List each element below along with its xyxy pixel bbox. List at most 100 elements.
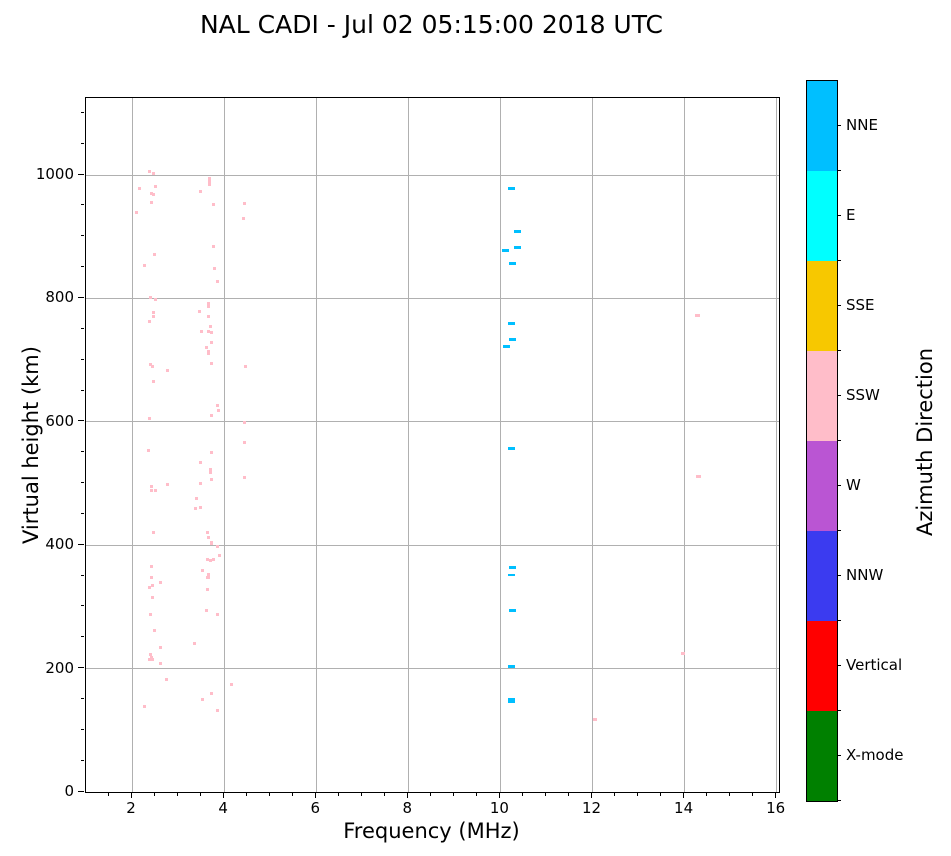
data-point-ssw <box>149 652 153 656</box>
x-minor-tick <box>360 792 362 796</box>
data-point-ssw <box>205 608 209 612</box>
x-tick-8 <box>406 792 408 798</box>
data-point-ssw <box>592 718 597 722</box>
data-point-nne <box>514 229 522 233</box>
plot-area <box>85 97 780 793</box>
x-minor-tick <box>706 792 708 796</box>
data-point-ssw <box>243 475 247 479</box>
x-minor-tick <box>291 792 293 796</box>
data-point-ssw <box>210 340 214 344</box>
data-point-nne <box>508 698 516 704</box>
data-point-ssw <box>151 380 155 384</box>
x-tick-14 <box>683 792 685 798</box>
x-tick-label-14: 14 <box>674 799 694 817</box>
data-point-ssw <box>216 279 220 283</box>
data-point-ssw <box>149 575 153 579</box>
data-point-ssw <box>199 506 203 510</box>
colorbar-tick-boundary <box>837 619 841 621</box>
data-point-ssw <box>154 488 158 492</box>
data-point-ssw <box>151 365 155 369</box>
colorbar-tick-boundary <box>837 259 841 261</box>
colorbar-segment-x-mode <box>807 711 837 801</box>
data-point-ssw <box>151 314 155 318</box>
colorbar-tick-boundary <box>837 169 841 171</box>
x-tick-label-2: 2 <box>126 799 136 817</box>
data-point-ssw <box>143 264 147 268</box>
x-minor-tick <box>107 792 109 796</box>
x-tick-12 <box>591 792 592 798</box>
data-point-ssw <box>212 557 216 561</box>
data-point-nne <box>508 321 516 325</box>
gridline-y-400 <box>86 544 779 546</box>
gridline-y-800 <box>86 297 779 299</box>
colorbar-tick-center <box>837 664 841 666</box>
data-point-ssw <box>149 191 153 195</box>
data-point-nne <box>508 446 516 450</box>
x-tick-label-6: 6 <box>310 799 320 817</box>
y-minor-tick <box>80 358 84 360</box>
data-point-ssw <box>154 184 158 188</box>
data-point-ssw <box>200 329 204 333</box>
data-point-ssw <box>151 311 155 315</box>
colorbar-segment-w <box>807 441 837 531</box>
colorbar-segment-ssw <box>807 351 837 441</box>
y-tick-600 <box>78 420 84 422</box>
x-minor-tick <box>153 792 155 796</box>
x-minor-tick <box>268 792 270 796</box>
data-point-ssw <box>148 320 152 324</box>
data-point-ssw <box>149 484 153 488</box>
colorbar-segment-nne <box>807 81 837 171</box>
gridline-x-6 <box>315 98 317 792</box>
data-point-ssw <box>195 497 199 501</box>
data-point-ssw <box>151 172 155 176</box>
data-point-ssw <box>209 691 213 695</box>
x-minor-tick <box>660 792 662 796</box>
x-tick-2 <box>130 792 132 798</box>
data-point-ssw <box>149 200 153 204</box>
colorbar-title: Azimuth Direction <box>913 347 937 537</box>
data-point-ssw <box>206 349 210 355</box>
x-tick-label-12: 12 <box>581 799 602 817</box>
data-point-ssw <box>215 613 219 617</box>
gridline-y-1000 <box>86 174 779 176</box>
x-minor-tick <box>176 792 178 796</box>
y-tick-label-200: 200 <box>45 658 74 677</box>
data-point-ssw <box>243 365 247 369</box>
x-minor-tick <box>383 792 385 796</box>
data-point-ssw <box>148 362 152 366</box>
data-point-ssw <box>208 176 212 186</box>
x-minor-tick <box>245 792 247 796</box>
data-point-ssw <box>206 576 210 580</box>
data-point-ssw <box>150 564 154 568</box>
data-point-ssw <box>215 404 219 408</box>
data-point-ssw <box>206 314 210 318</box>
data-point-ssw <box>243 420 247 424</box>
data-point-ssw <box>159 581 163 585</box>
data-point-ssw <box>695 314 701 318</box>
y-tick-label-600: 600 <box>45 411 74 430</box>
colorbar-segment-vertical <box>807 621 837 711</box>
x-tick-label-8: 8 <box>402 799 413 817</box>
y-minor-tick <box>80 482 84 484</box>
data-point-ssw <box>166 369 169 373</box>
data-point-ssw <box>148 658 152 662</box>
x-minor-tick <box>637 792 639 796</box>
x-minor-tick <box>199 792 201 796</box>
y-tick-label-800: 800 <box>45 288 74 307</box>
data-point-ssw <box>143 705 147 709</box>
y-tick-800 <box>78 296 84 298</box>
data-point-ssw <box>205 345 209 349</box>
data-point-ssw <box>681 651 686 655</box>
data-point-ssw <box>199 190 203 194</box>
y-minor-tick <box>80 204 84 206</box>
y-tick-0 <box>78 790 84 792</box>
data-point-ssw <box>165 678 169 682</box>
data-point-ssw <box>159 662 163 666</box>
data-point-ssw <box>199 482 203 486</box>
x-minor-tick <box>452 792 454 796</box>
y-tick-label-1000: 1000 <box>35 165 74 184</box>
colorbar-tick-center <box>837 484 841 486</box>
data-point-ssw <box>208 324 212 328</box>
data-point-ssw <box>206 329 210 333</box>
data-point-ssw <box>197 309 201 313</box>
